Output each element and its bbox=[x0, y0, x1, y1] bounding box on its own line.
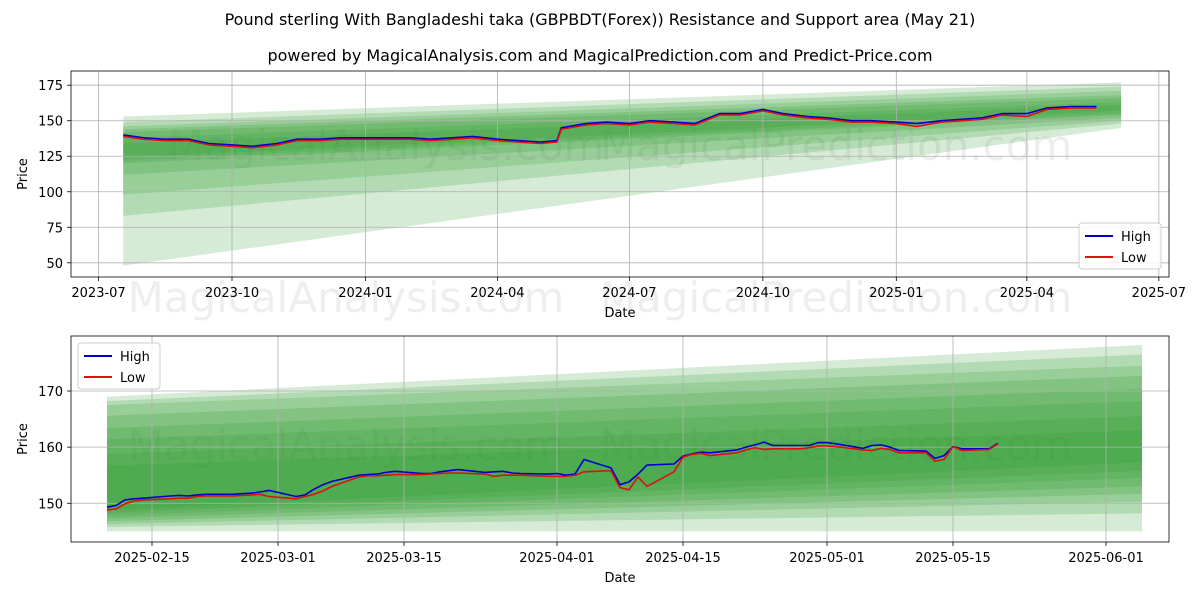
y-tick-label: 160 bbox=[38, 441, 63, 456]
y-tick-label: 125 bbox=[38, 150, 63, 165]
x-tick-label: 2024-07 bbox=[602, 286, 656, 301]
x-tick-label: 2025-06-01 bbox=[1068, 551, 1144, 566]
x-tick-label: 2023-07 bbox=[71, 286, 125, 301]
band-area bbox=[107, 344, 1142, 532]
series-line-high bbox=[106, 441, 999, 508]
x-tick-label: 2025-07 bbox=[1132, 286, 1186, 301]
x-tick-label: 2023-10 bbox=[205, 286, 259, 301]
chart-title: Pound sterling With Bangladeshi taka (GB… bbox=[224, 10, 976, 29]
series-line-high bbox=[123, 105, 1097, 148]
plot-frame bbox=[70, 70, 1170, 278]
x-tick-label: 2025-04 bbox=[1000, 286, 1054, 301]
x-tick-label: 2025-04-01 bbox=[519, 551, 595, 566]
y-tick-label: 170 bbox=[38, 385, 63, 400]
band-group bbox=[107, 344, 1142, 532]
x-tick-label: 2025-04-15 bbox=[645, 551, 721, 566]
x-tick-label: 2024-04 bbox=[470, 286, 524, 301]
legend-label-low: Low bbox=[120, 371, 146, 386]
x-tick-label: 2025-03-15 bbox=[366, 551, 442, 566]
legend: High Low bbox=[1078, 222, 1162, 270]
watermark-text: MagicalPrediction.com bbox=[600, 273, 1073, 322]
series-line-low bbox=[123, 107, 1097, 149]
y-tick-label: 75 bbox=[46, 221, 63, 236]
y-tick-label: 50 bbox=[46, 257, 63, 272]
watermark-text: MagicalPrediction.com bbox=[600, 121, 1073, 170]
watermark-text: MagicalAnalysis.com bbox=[128, 273, 565, 322]
chart-panel-1: MagicalAnalysis.com MagicalPrediction.com… bbox=[16, 70, 1186, 322]
legend-label-high: High bbox=[120, 350, 150, 365]
band-area bbox=[107, 416, 1142, 513]
band-area bbox=[123, 95, 1122, 175]
band-area bbox=[107, 365, 1142, 525]
y-axis-label: Price bbox=[16, 158, 31, 190]
legend-label-low: Low bbox=[1121, 251, 1147, 266]
x-tick-label: 2025-01 bbox=[869, 286, 923, 301]
x-tick-label: 2025-05-15 bbox=[915, 551, 991, 566]
legend: High Low bbox=[77, 342, 161, 390]
band-area bbox=[107, 401, 1142, 516]
band-area bbox=[123, 82, 1122, 266]
band-area bbox=[107, 354, 1142, 527]
series-line-low bbox=[106, 443, 999, 511]
x-tick-label: 2024-01 bbox=[338, 286, 392, 301]
x-tick-label: 2025-03-01 bbox=[240, 551, 316, 566]
x-tick-label: 2024-10 bbox=[736, 286, 790, 301]
legend-label-high: High bbox=[1121, 230, 1151, 245]
band-area bbox=[107, 430, 1142, 511]
x-tick-label: 2025-02-15 bbox=[114, 551, 190, 566]
band-area bbox=[123, 105, 1122, 158]
x-axis-label: Date bbox=[604, 571, 635, 586]
band-area bbox=[107, 388, 1142, 519]
x-axis-label: Date bbox=[604, 306, 635, 321]
band-group bbox=[123, 82, 1122, 266]
y-tick-label: 100 bbox=[38, 186, 63, 201]
chart-panel-2: MagicalAnalysis.com MagicalPrediction.com… bbox=[16, 335, 1170, 586]
band-area bbox=[123, 102, 1122, 161]
band-area bbox=[123, 86, 1122, 216]
y-tick-label: 150 bbox=[38, 115, 63, 130]
band-area bbox=[123, 97, 1122, 164]
watermark-text: MagicalAnalysis.com bbox=[128, 421, 565, 470]
band-area bbox=[123, 90, 1122, 195]
y-tick-label: 175 bbox=[38, 79, 63, 94]
band-area bbox=[107, 375, 1142, 522]
y-tick-label: 150 bbox=[38, 497, 63, 512]
plot-frame bbox=[70, 335, 1170, 543]
y-axis-label: Price bbox=[16, 423, 31, 455]
chart-subtitle: powered by MagicalAnalysis.com and Magic… bbox=[267, 46, 933, 65]
series-group bbox=[123, 105, 1097, 149]
series-group bbox=[106, 441, 999, 511]
x-tick-label: 2025-05-01 bbox=[789, 551, 865, 566]
